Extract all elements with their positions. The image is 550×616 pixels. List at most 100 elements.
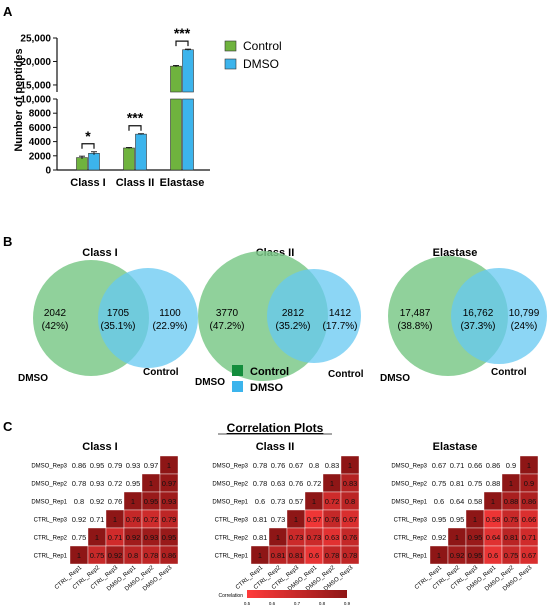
heatmap-cell-value: 0.8	[128, 551, 138, 560]
venn-pct-overlap: (35.1%)	[100, 321, 135, 332]
heatmap-cell-value: 0.75	[504, 515, 519, 524]
colorbar-tick-label: 0.9	[344, 601, 351, 606]
heatmap-cell	[269, 492, 287, 510]
y-tick-label: 20,000	[20, 57, 51, 68]
venn-class-ii: Class II3770(47.2%)2812(35.2%)1412(17.7%…	[195, 247, 364, 388]
heatmap-cell-value: 0.93	[144, 533, 159, 542]
heatmap-cell-value: 0.95	[90, 461, 105, 470]
heatmap-cell-value: 0.64	[450, 497, 465, 506]
bar-control-upper	[170, 65, 182, 93]
significance-stars: ***	[127, 110, 144, 126]
heatmap-cell-value: 0.81	[289, 551, 304, 560]
heatmap-cell-value: 0.95	[450, 515, 465, 524]
heatmap-row-label: CTRL_Rep2	[394, 536, 428, 542]
heatmap-cell-value: 0.6	[434, 497, 444, 506]
heatmap-cell-value: 0.75	[432, 479, 447, 488]
venn-pct-left: (42%)	[42, 321, 69, 332]
heatmap-cell-value: 0.75	[504, 551, 519, 560]
heatmap-cell	[88, 456, 106, 474]
heatmap-row-label: CTRL_Rep3	[215, 518, 249, 524]
heatmap-title: Class I	[82, 441, 117, 453]
venn-circle-control	[98, 268, 198, 368]
y-axis-ticks: 0 2000 4000 6000 8000 10,000 15,000 20,000 25,00…	[20, 34, 57, 177]
heatmap-title: Elastase	[433, 441, 478, 453]
heatmap-cell	[88, 510, 106, 528]
heatmap-cell-value: 0.72	[325, 497, 340, 506]
heatmap-cell-value: 0.78	[343, 551, 358, 560]
heatmap-row-label: DMSO_Rep1	[212, 500, 248, 506]
heatmap-cell-value: 0.95	[144, 497, 159, 506]
venn-legend-label-dmso: DMSO	[250, 382, 283, 394]
venn-pct-right: (24%)	[511, 321, 538, 332]
significance-markers: *******	[81, 25, 191, 149]
heatmap-cell	[70, 474, 88, 492]
heatmap-cell-value: 0.6	[488, 551, 498, 560]
heatmap-cell-value: 0.92	[450, 551, 465, 560]
heatmap-cell-value: 0.67	[432, 461, 447, 470]
y-tick-label: 6000	[29, 123, 52, 134]
heatmap-cell	[340, 545, 360, 565]
heatmap-cell	[159, 545, 179, 565]
heatmap-cell-value: 0.78	[253, 479, 268, 488]
heatmap-cell-value: 0.73	[307, 533, 322, 542]
heatmap-row-label: DMSO_Rep3	[391, 464, 427, 470]
heatmap-cell	[430, 456, 448, 474]
heatmap-cell-value: 0.76	[289, 479, 304, 488]
heatmap-cell	[430, 474, 448, 492]
y-tick-label: 0	[45, 166, 51, 177]
heatmap-cell	[323, 456, 341, 474]
heatmap-cell	[106, 456, 124, 474]
panel-label-c: C	[3, 419, 13, 434]
heatmap-cell-value: 0.72	[108, 479, 123, 488]
heatmap-cell	[305, 474, 323, 492]
y-tick-label: 10,000	[20, 95, 51, 106]
heatmap-row-label: CTRL_Rep2	[34, 536, 68, 542]
venn-label-dmso: DMSO	[18, 373, 48, 384]
venn-count-overlap: 1705	[107, 308, 130, 319]
heatmap-cell-value: 0.67	[289, 461, 304, 470]
venn-pct-right: (17.7%)	[322, 321, 357, 332]
x-axis-labels: Class I Class II Elastase	[70, 177, 204, 189]
heatmap-cell	[251, 474, 269, 492]
heatmap-cell-value: 1	[527, 461, 531, 470]
bar-control	[123, 147, 135, 171]
heatmap-cell-value: 0.97	[162, 479, 177, 488]
colorbar-tick-label: 0.7	[294, 601, 301, 606]
heatmap-cell	[70, 510, 88, 528]
heatmap-cell-value: 0.81	[271, 551, 286, 560]
venn-title: Elastase	[433, 247, 478, 259]
heatmap-cell	[269, 510, 287, 528]
heatmap-cell	[287, 492, 305, 510]
heatmap-cell	[251, 510, 269, 528]
venn-pct-overlap: (35.2%)	[275, 321, 310, 332]
venn-pct-left: (38.8%)	[397, 321, 432, 332]
panel-label-b: B	[3, 234, 12, 249]
venn-count-right: 1100	[159, 308, 181, 319]
heatmap-cell-value: 0.9	[506, 461, 516, 470]
heatmap-cell-value: 1	[167, 461, 171, 470]
heatmap-cell-value: 1	[473, 515, 477, 524]
bar-dmso	[88, 153, 100, 171]
bar-chart: Number of peptides 0 2000 4000 6000 8000 10,0…	[13, 25, 282, 189]
heatmap-cell-value: 1	[95, 533, 99, 542]
heatmap-cell	[430, 492, 448, 510]
heatmap-cell-value: 0.92	[432, 533, 447, 542]
heatmap-cell	[142, 456, 160, 474]
heatmap-cell-value: 0.76	[325, 515, 340, 524]
heatmap-cell-value: 0.71	[522, 533, 537, 542]
heatmap-cell-value: 0.73	[271, 497, 286, 506]
heatmap-cell	[124, 474, 142, 492]
heatmap-cell-value: 0.79	[162, 515, 177, 524]
heatmap-cell	[502, 456, 520, 474]
heatmap-cell-value: 0.93	[126, 461, 141, 470]
significance-bracket	[175, 40, 189, 47]
colorbar-tick-label: 0.6	[269, 601, 276, 606]
x-tick-label: Elastase	[160, 177, 205, 189]
heatmap-cell-value: 1	[258, 551, 262, 560]
heatmap-cell	[106, 474, 124, 492]
heatmap-cell	[466, 492, 484, 510]
heatmap-cell-value: 0.57	[307, 515, 322, 524]
heatmap-row-label: DMSO_Rep1	[31, 500, 67, 506]
